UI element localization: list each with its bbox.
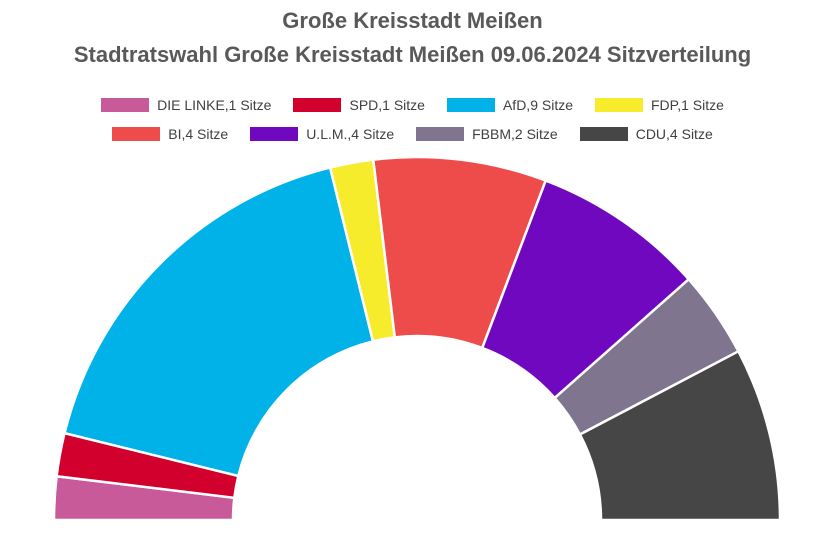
legend-label: BI,4 Sitze (168, 126, 229, 142)
legend-label: FDP,1 Sitze (651, 97, 724, 113)
legend-swatch (112, 127, 161, 141)
legend-item-u-l-m: U.L.M.,4 Sitze (250, 126, 394, 142)
legend-label: SPD,1 Sitze (349, 97, 425, 113)
legend-swatch (579, 127, 628, 141)
legend-item-cdu: CDU,4 Sitze (579, 126, 713, 142)
legend-label: AfD,9 Sitze (502, 97, 573, 113)
legend-label: U.L.M.,4 Sitze (306, 126, 395, 142)
legend-item-spd: SPD,1 Sitze (293, 97, 425, 113)
legend-label: DIE LINKE,1 Sitze (157, 97, 272, 113)
legend-swatch (250, 127, 299, 141)
legend-row-1: DIE LINKE,1 Sitze SPD,1 Sitze AfD,9 Sitze F… (0, 95, 825, 115)
legend-swatch (446, 98, 495, 112)
legend-swatch (416, 127, 465, 141)
chart-subtitle: Stadtratswahl Große Kreisstadt Meißen 09… (73, 42, 752, 67)
slice-afd (63, 166, 375, 478)
legend-label: FBBM,2 Sitze (472, 126, 558, 142)
chart-title: Große Kreisstadt Meißen (282, 8, 543, 33)
legend-item-fbbm: FBBM,2 Sitze (416, 126, 558, 142)
legend-item-fdp: FDP,1 Sitze (595, 97, 724, 113)
legend-swatch (293, 98, 342, 112)
legend-item-die-linke: DIE LINKE,1 Sitze (101, 97, 271, 113)
legend-item-bi: BI,4 Sitze (112, 126, 228, 142)
slice-cdu (578, 349, 782, 522)
legend-swatch (101, 98, 150, 112)
legend-swatch (595, 98, 643, 112)
legend-label: CDU,4 Sitze (635, 126, 713, 142)
legend-row-2: BI,4 Sitze U.L.M.,4 Sitze FBBM,2 Sitze CDU,… (0, 124, 825, 144)
legend-item-afd: AfD,9 Sitze (446, 97, 573, 113)
